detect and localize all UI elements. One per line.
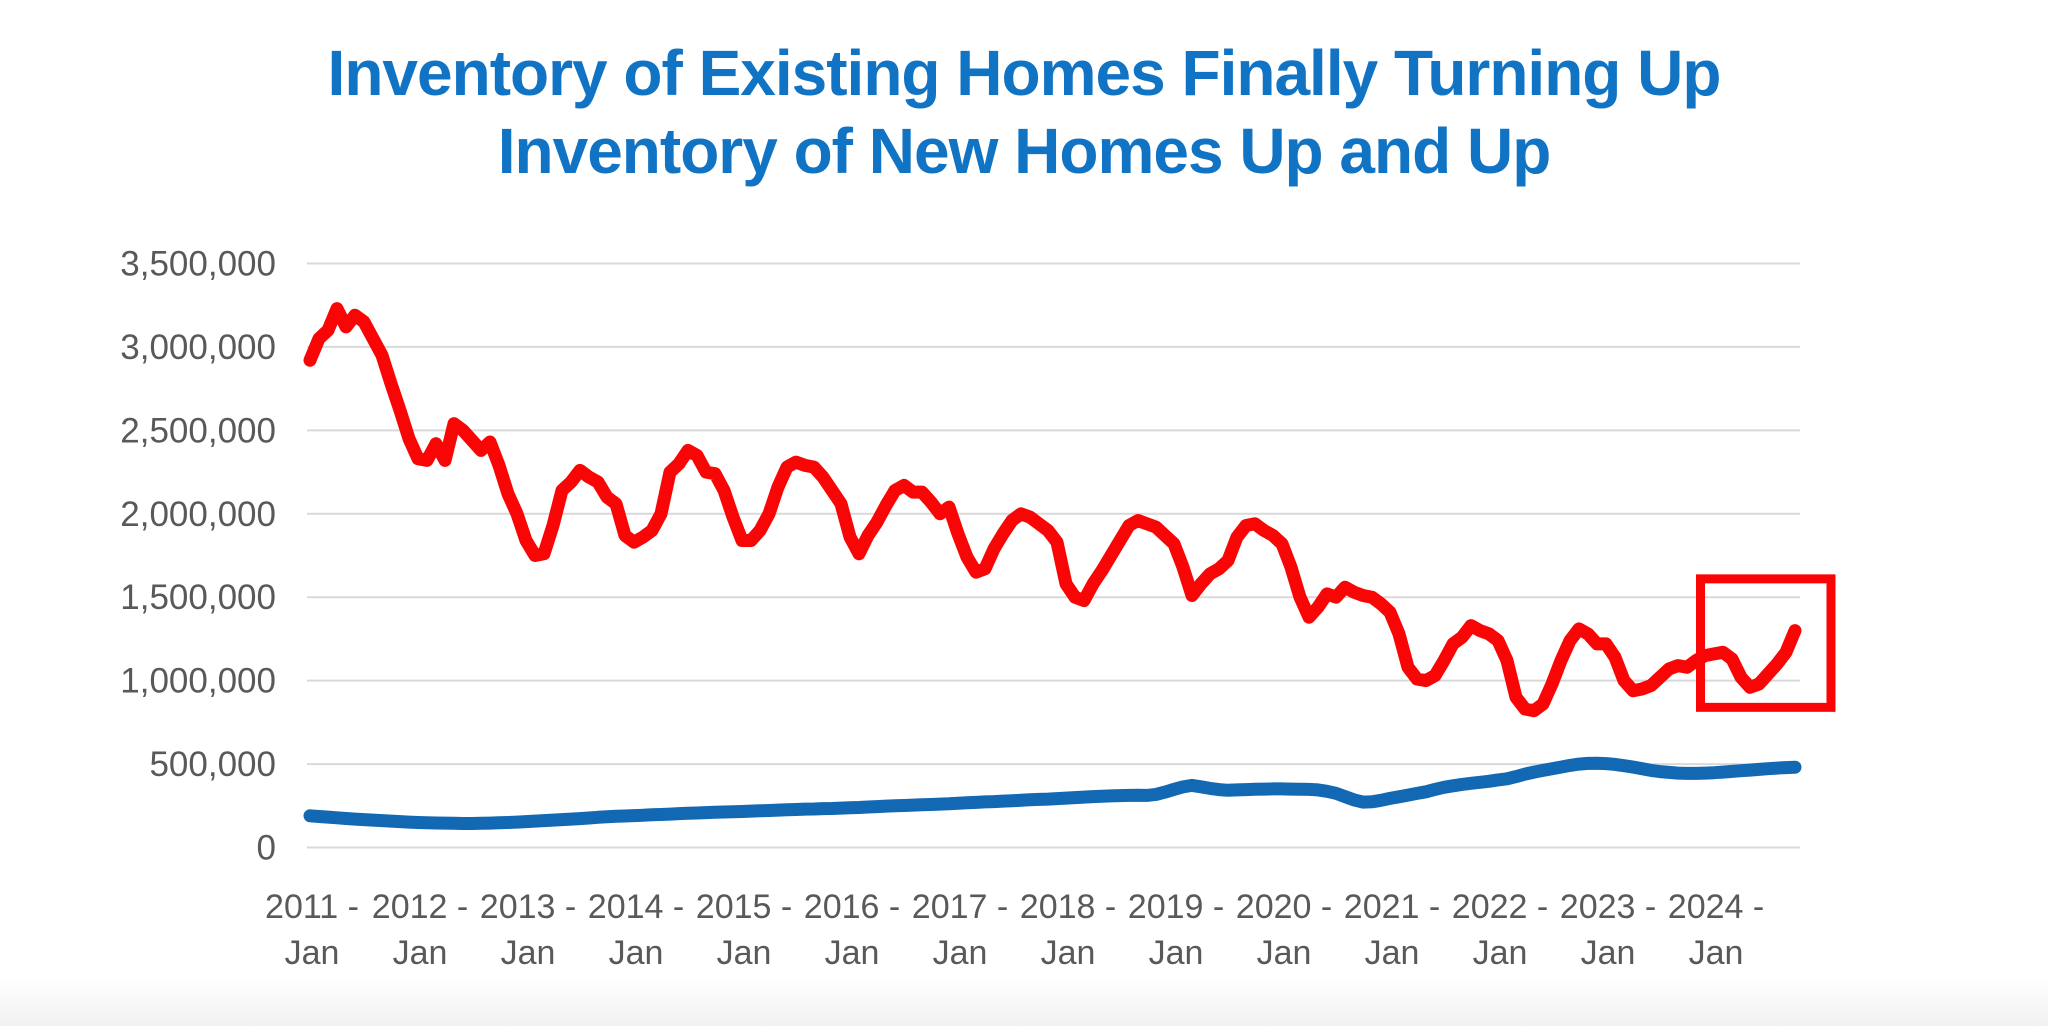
- x-axis-year-label: 2011 -: [265, 888, 359, 926]
- x-axis-month-label: Jan: [825, 934, 880, 972]
- x-axis-year-label: 2017 -: [912, 888, 1008, 926]
- y-axis-label: 0: [257, 829, 276, 868]
- chart-title-line2: Inventory of New Homes Up and Up: [497, 115, 1552, 187]
- x-axis-year-label: 2022 -: [1452, 888, 1548, 926]
- x-axis-year-label: 2023 -: [1560, 888, 1656, 926]
- x-axis-year-label: 2012 -: [372, 888, 468, 926]
- x-axis-year-label: 2024 -: [1668, 888, 1764, 926]
- x-axis-month-label: Jan: [1365, 934, 1420, 972]
- x-axis-month-label: Jan: [1581, 934, 1636, 972]
- x-axis-month-label: Jan: [285, 934, 340, 972]
- x-axis-month-label: Jan: [933, 934, 988, 972]
- y-axis-label: 1,000,000: [120, 662, 276, 701]
- x-axis-month-label: Jan: [717, 934, 772, 972]
- x-axis-month-label: Jan: [1257, 934, 1312, 972]
- x-axis-month-label: Jan: [1689, 934, 1744, 972]
- chart-title-line1: Inventory of Existing Homes Finally Turn…: [327, 37, 1722, 109]
- x-axis-year-label: 2021 -: [1344, 888, 1440, 926]
- y-axis-label: 2,500,000: [120, 411, 276, 450]
- x-axis-month-label: Jan: [1473, 934, 1528, 972]
- recent-upturn-highlight: [1696, 574, 1836, 712]
- x-axis-year-label: 2020 -: [1236, 888, 1332, 926]
- existing-homes-inventory-line: [303, 302, 1802, 718]
- x-axis-year-label: 2013 -: [480, 888, 576, 926]
- x-axis-month-label: Jan: [1041, 934, 1096, 972]
- x-axis-year-label: 2014 -: [588, 888, 684, 926]
- y-axis-label: 2,000,000: [120, 495, 276, 534]
- x-axis-year-label: 2018 -: [1020, 888, 1116, 926]
- y-axis-label: 500,000: [149, 745, 276, 784]
- x-axis-month-label: Jan: [609, 934, 664, 972]
- x-axis-year-label: 2015 -: [696, 888, 792, 926]
- x-axis-year-label: 2016 -: [804, 888, 900, 926]
- new-homes-inventory-line: [303, 756, 1802, 830]
- y-axis-label: 1,500,000: [120, 578, 276, 617]
- x-axis-month-label: Jan: [501, 934, 556, 972]
- chart-title: Inventory of Existing Homes Finally Turn…: [0, 34, 2048, 190]
- y-axis-label: 3,500,000: [120, 245, 276, 284]
- x-axis-month-label: Jan: [1149, 934, 1204, 972]
- x-axis-month-label: Jan: [393, 934, 448, 972]
- x-axis-year-label: 2019 -: [1128, 888, 1224, 926]
- y-axis-label: 3,000,000: [120, 328, 276, 367]
